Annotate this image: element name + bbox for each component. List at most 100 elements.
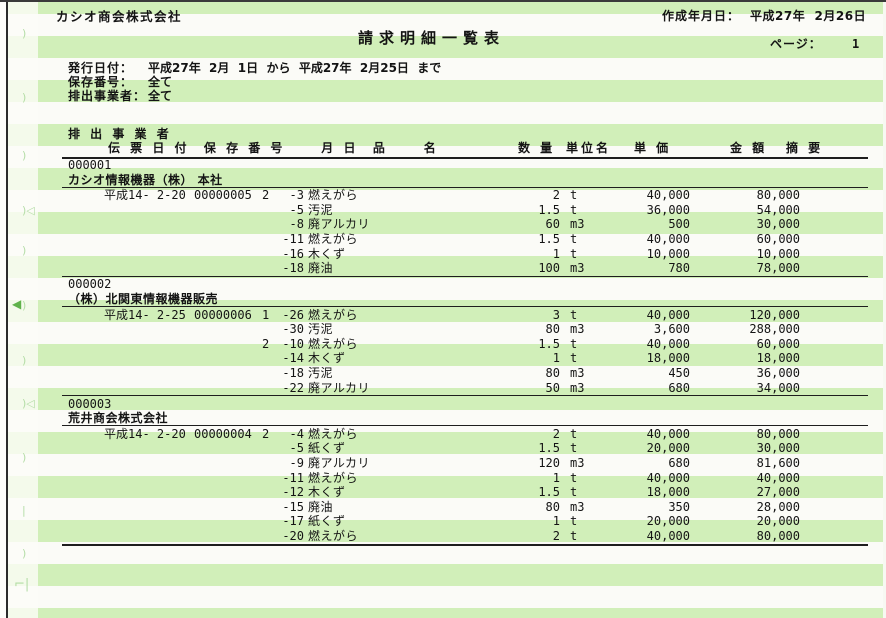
row-unit-price: 3,600	[653, 322, 690, 337]
row-amount: 78,000	[756, 261, 800, 276]
row-quantity: 1.5	[538, 441, 560, 456]
row-day: -15	[282, 499, 304, 514]
row-month: 2	[262, 336, 270, 351]
row-day: -26	[282, 307, 304, 322]
row-quantity: 1	[552, 470, 560, 485]
group-separator-rule	[62, 543, 868, 546]
row-unit: m3	[570, 217, 585, 232]
page-border-top	[0, 0, 886, 2]
row-unit-price: 40,000	[646, 188, 690, 203]
group-separator-rule	[62, 186, 868, 188]
row-amount: 30,000	[756, 217, 800, 232]
row-quantity: 80	[545, 499, 560, 514]
row-unit: m3	[570, 322, 585, 337]
page-title: 請求明細一覧表	[358, 29, 506, 47]
row-day: -5	[289, 202, 304, 217]
row-item-name: 廃アルカリ	[308, 456, 371, 470]
row-amount: 28,000	[756, 499, 800, 514]
row-amount: 288,000	[749, 322, 800, 337]
column-header-unit: 単位名	[566, 141, 612, 155]
row-item-name: 汚泥	[308, 365, 334, 380]
row-unit-price: 680	[668, 380, 690, 395]
row-unit-price: 20,000	[646, 441, 690, 456]
issuer-company-name: カシオ商会株式会社	[56, 9, 183, 24]
row-unit-price: 40,000	[646, 426, 690, 441]
row-amount: 40,000	[756, 470, 800, 485]
row-day: -18	[282, 365, 304, 380]
row-unit: t	[570, 441, 578, 456]
criteria-value-emitter: 全て	[148, 89, 173, 103]
slip-number: 00000006	[194, 307, 252, 322]
row-amount: 120,000	[749, 307, 800, 322]
row-item-name: 汚泥	[308, 322, 334, 337]
row-amount: 81,600	[756, 456, 800, 470]
row-unit: t	[570, 426, 578, 441]
row-unit: t	[570, 470, 578, 485]
feed-artifact: )◁	[22, 397, 35, 410]
criteria-label-issue-date: 発行日付：	[68, 61, 134, 75]
row-unit: t	[570, 336, 578, 351]
row-item-name: 燃えがら	[308, 307, 359, 322]
created-date-label: 作成年月日：	[662, 9, 741, 23]
row-day: -16	[282, 246, 304, 261]
row-quantity: 2	[552, 188, 560, 203]
row-day: -14	[282, 351, 304, 366]
page-border-left	[6, 0, 8, 618]
row-item-name: 廃油	[308, 499, 334, 514]
row-quantity: 50	[545, 380, 560, 395]
slip-date: 平成14- 2-20	[104, 188, 186, 203]
row-unit: t	[570, 514, 578, 529]
row-unit-price: 500	[668, 217, 690, 232]
left-margin-mask	[8, 0, 38, 618]
group-company-name: 荒井商会株式会社	[68, 411, 169, 426]
page-number-label: ページ：	[770, 37, 822, 51]
row-unit-price: 40,000	[646, 232, 690, 246]
row-quantity: 60	[545, 217, 560, 232]
group-separator-rule	[62, 395, 868, 397]
row-unit-price: 36,000	[646, 202, 690, 217]
criteria-label-storage-number: 保存番号：	[68, 75, 134, 89]
row-quantity: 2	[552, 426, 560, 441]
feed-artifact: )◁	[22, 204, 35, 217]
row-unit: t	[570, 529, 578, 543]
row-unit-price: 10,000	[646, 246, 690, 261]
row-quantity: 80	[545, 322, 560, 337]
feed-artifact: )	[22, 27, 27, 40]
column-header-note: 摘 要	[786, 141, 824, 155]
slip-number: 00000004	[194, 426, 252, 441]
paper-right-edge	[883, 0, 886, 618]
row-amount: 20,000	[756, 514, 800, 529]
row-quantity: 1	[552, 351, 560, 366]
row-unit: t	[570, 246, 578, 261]
row-unit-price: 20,000	[646, 514, 690, 529]
feed-arrow-icon: ◀	[12, 297, 22, 311]
group-code: 000001	[68, 158, 112, 172]
row-day: -10	[282, 336, 304, 351]
row-day: -12	[282, 485, 304, 500]
paper-left-edge	[0, 0, 7, 618]
row-day: -11	[282, 232, 304, 246]
row-item-name: 廃油	[308, 261, 334, 276]
row-amount: 18,000	[756, 351, 800, 366]
created-date-value: 平成27年 2月26日	[750, 9, 867, 23]
row-unit: t	[570, 485, 578, 500]
row-day: -3	[289, 188, 304, 203]
feed-artifact: )	[22, 91, 27, 104]
row-unit: t	[570, 188, 578, 203]
row-unit-price: 40,000	[646, 307, 690, 322]
row-day: -22	[282, 380, 304, 395]
slip-date: 平成14- 2-25	[104, 307, 186, 322]
row-day: -18	[282, 261, 304, 276]
row-item-name: 汚泥	[308, 202, 334, 217]
row-item-name: 木くず	[308, 351, 346, 366]
row-amount: 34,000	[756, 380, 800, 395]
row-amount: 60,000	[756, 336, 800, 351]
row-quantity: 1.5	[538, 232, 560, 246]
group-separator-rule	[62, 305, 868, 307]
row-unit-price: 680	[668, 456, 690, 470]
row-quantity: 1.5	[538, 485, 560, 500]
row-unit: m3	[570, 499, 585, 514]
feed-artifact: )	[22, 244, 27, 257]
row-unit-price: 18,000	[646, 351, 690, 366]
